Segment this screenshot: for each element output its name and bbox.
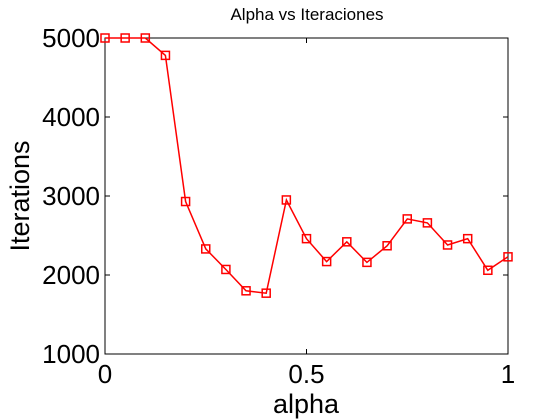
data-point-marker (140, 33, 151, 43)
data-point-marker (321, 256, 332, 267)
y-tick-label: 4000 (42, 102, 100, 132)
y-axis-label: Iterations (5, 140, 35, 251)
data-point-marker (462, 233, 473, 244)
x-tick-label: 0.5 (288, 359, 324, 389)
chart-title: Alpha vs Iteraciones (230, 5, 383, 24)
markers-layer (100, 33, 513, 298)
x-axis-label: alpha (273, 389, 340, 419)
data-point-marker (382, 241, 392, 251)
y-tick-label: 1000 (42, 339, 100, 369)
series-line (105, 37, 509, 295)
axis-ticks (104, 37, 509, 355)
plot-area-frame (104, 37, 509, 355)
data-point-marker (342, 237, 352, 247)
data-point-marker (180, 196, 191, 207)
data-point-marker (442, 240, 453, 250)
data-point-marker (281, 195, 292, 205)
data-point-marker (221, 264, 231, 275)
x-tick-label: 0 (98, 359, 112, 389)
y-tick-label: 2000 (42, 260, 100, 290)
data-point-marker (301, 233, 312, 244)
axis-tick-labels: 0 0.5 1 1000 2000 3000 4000 5000 (42, 23, 515, 389)
data-point-marker (261, 288, 271, 298)
y-tick-label: 3000 (42, 181, 100, 211)
data-point-marker (503, 252, 513, 262)
data-point-marker (483, 265, 493, 276)
data-point-marker (362, 257, 372, 268)
data-point-marker (402, 214, 412, 224)
data-point-marker (120, 33, 130, 43)
data-point-marker (241, 286, 251, 296)
data-point-marker (160, 50, 171, 61)
y-tick-label: 5000 (42, 23, 100, 53)
data-point-marker (422, 218, 433, 228)
x-tick-label: 1 (501, 359, 515, 389)
data-point-marker (100, 33, 110, 43)
series-layer (105, 37, 509, 295)
data-point-marker (201, 244, 211, 254)
